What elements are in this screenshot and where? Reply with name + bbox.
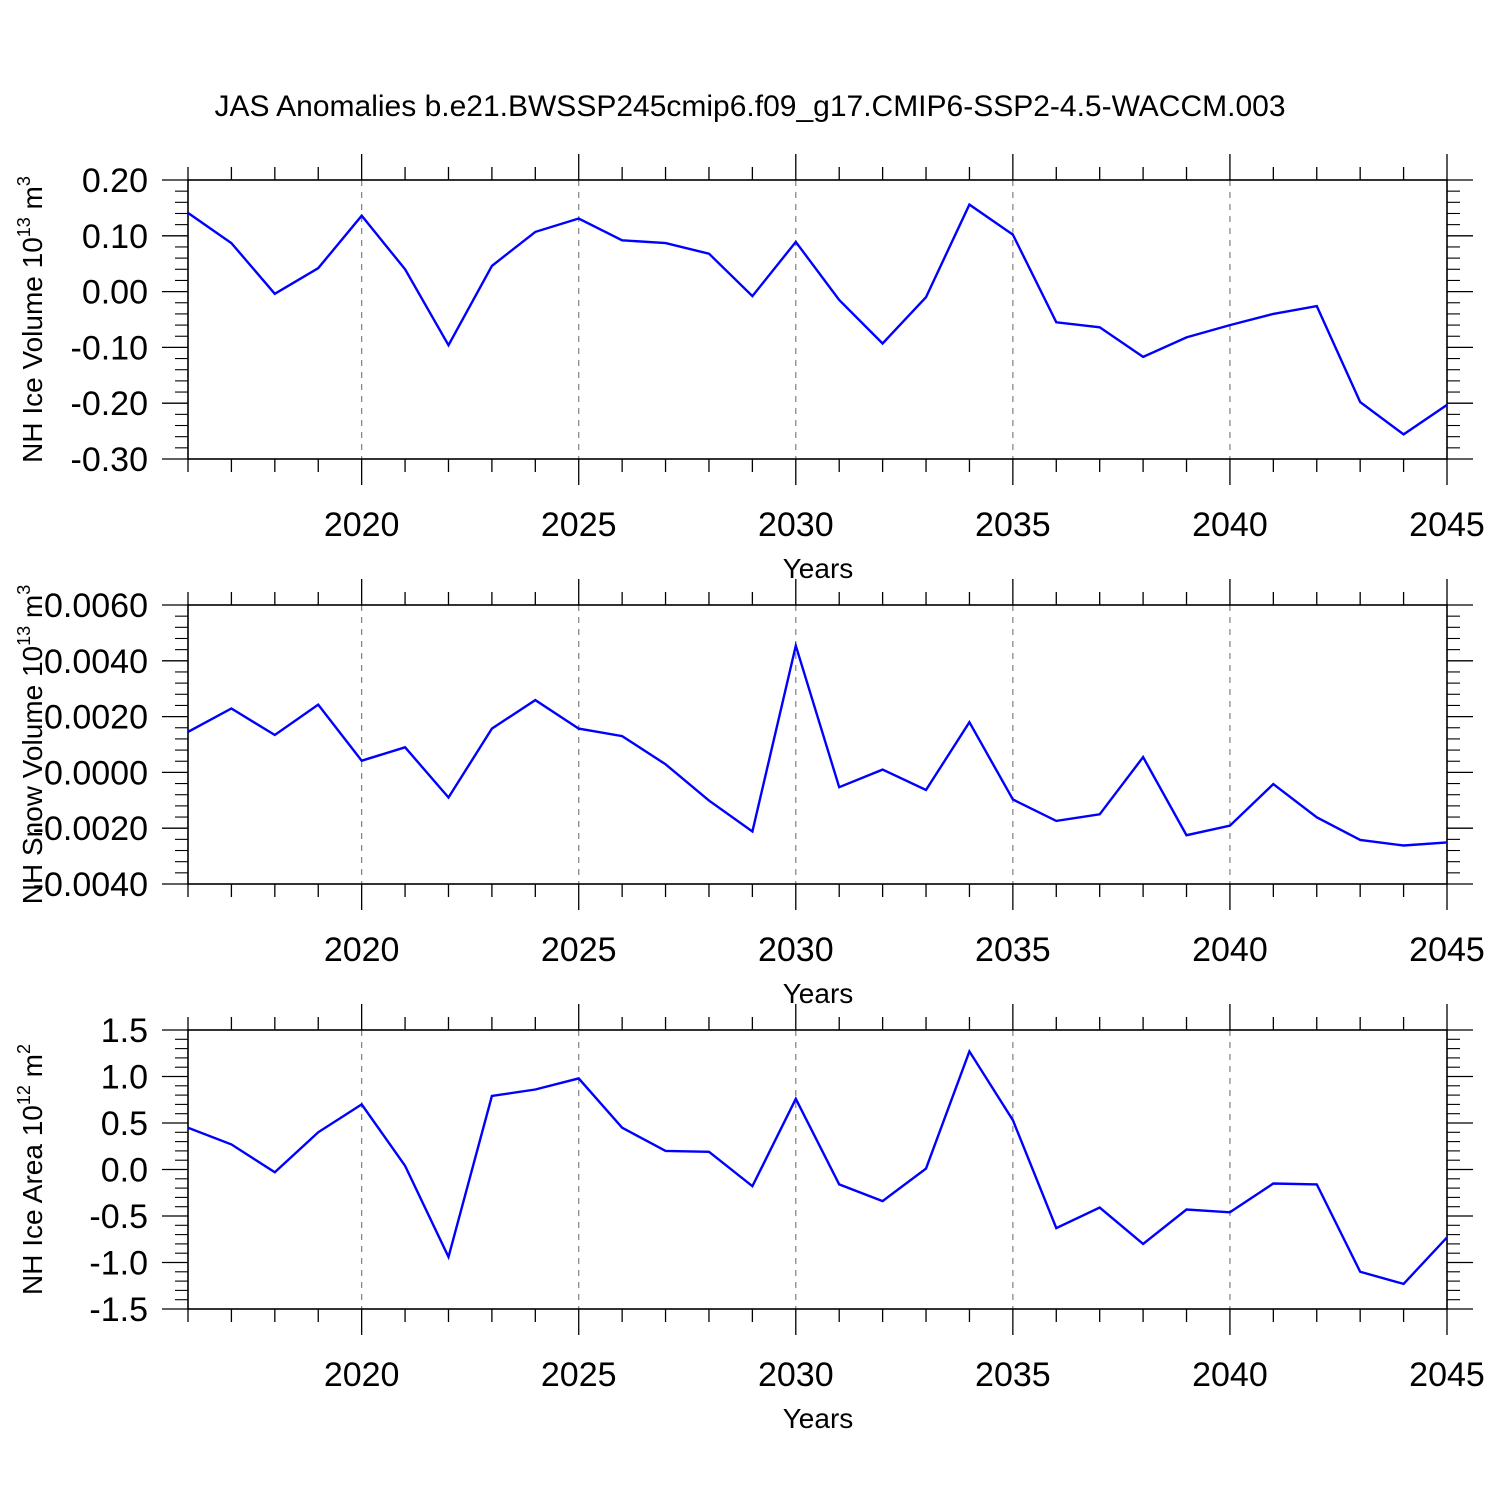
plot-frame xyxy=(187,1029,1448,1310)
y-tick-label: 0.0020 xyxy=(44,699,148,737)
y-tick-label: 0.0060 xyxy=(44,587,148,625)
y-tick-label: 1.5 xyxy=(101,1012,148,1050)
y-tick-label: 0.0040 xyxy=(44,643,148,681)
x-tick-label: 2030 xyxy=(758,931,834,969)
chart-panel-1: 0.20 0.10 0.00 -0.10 -0.20 -0.30 2020 2025 2030 2… xyxy=(14,154,1485,584)
x-tick-label: 2020 xyxy=(324,931,400,969)
y-axis-title: NH Ice Area 1012 m2 xyxy=(14,1044,48,1295)
chart-panel-3: 1.5 1.0 0.5 0.0 -0.5 -1.0 -1.5 2020 2025 2030 2035… xyxy=(14,1004,1485,1434)
y-tick-label: 0.0 xyxy=(101,1152,148,1190)
y-tick-label: 0.10 xyxy=(82,218,148,256)
series-line xyxy=(188,1048,1447,1286)
y-tick-label: -0.30 xyxy=(71,441,149,479)
plot-frame xyxy=(187,179,1448,460)
x-tick-label: 2035 xyxy=(975,1356,1051,1394)
x-axis-title: Years xyxy=(783,553,854,584)
chart-title: JAS Anomalies b.e21.BWSSP245cmip6.f09_g1… xyxy=(214,90,1285,123)
y-tick-label: 1.0 xyxy=(101,1059,148,1097)
y-tick-label: 0.20 xyxy=(82,162,148,200)
chart-panels: 0.20 0.10 0.00 -0.10 -0.20 -0.30 2020 2025 2030 2… xyxy=(14,154,1485,1434)
x-tick-label: 2020 xyxy=(324,1356,400,1394)
series-line xyxy=(188,202,1447,436)
y-tick-label: -0.5 xyxy=(89,1198,148,1236)
x-tick-label: 2035 xyxy=(975,931,1051,969)
x-tick-label: 2040 xyxy=(1192,506,1268,544)
y-axis-title: NH Ice Volume 1013 m3 xyxy=(14,176,48,463)
x-tick-label: 2045 xyxy=(1409,931,1485,969)
plot-frame xyxy=(187,604,1448,885)
y-tick-label: -0.0020 xyxy=(33,810,148,848)
y-axis-title: NH Snow Volume 1013 m3 xyxy=(14,585,48,905)
x-tick-label: 2030 xyxy=(758,506,834,544)
y-tick-label: 0.5 xyxy=(101,1105,148,1143)
x-tick-label: 2040 xyxy=(1192,931,1268,969)
x-tick-label: 2045 xyxy=(1409,506,1485,544)
y-tick-label: -0.0040 xyxy=(33,866,148,904)
y-tick-label: -0.20 xyxy=(71,385,149,423)
x-tick-label: 2025 xyxy=(541,1356,617,1394)
series-line xyxy=(188,641,1447,847)
x-tick-label: 2020 xyxy=(324,506,400,544)
y-tick-label: 0.0000 xyxy=(44,754,148,792)
x-tick-label: 2025 xyxy=(541,506,617,544)
x-tick-label: 2045 xyxy=(1409,1356,1485,1394)
x-tick-label: 2030 xyxy=(758,1356,834,1394)
chart-panel-2: 0.0060 0.0040 0.0020 0.0000 -0.0020 -0.0040 20… xyxy=(14,579,1485,1009)
x-tick-label: 2035 xyxy=(975,506,1051,544)
x-axis-title: Years xyxy=(783,1403,854,1434)
x-axis-title: Years xyxy=(783,978,854,1009)
x-tick-label: 2025 xyxy=(541,931,617,969)
y-tick-label: 0.00 xyxy=(82,274,148,312)
y-tick-label: -1.5 xyxy=(89,1291,148,1329)
x-tick-label: 2040 xyxy=(1192,1356,1268,1394)
y-tick-label: -0.10 xyxy=(71,329,149,367)
y-tick-label: -1.0 xyxy=(89,1245,148,1283)
